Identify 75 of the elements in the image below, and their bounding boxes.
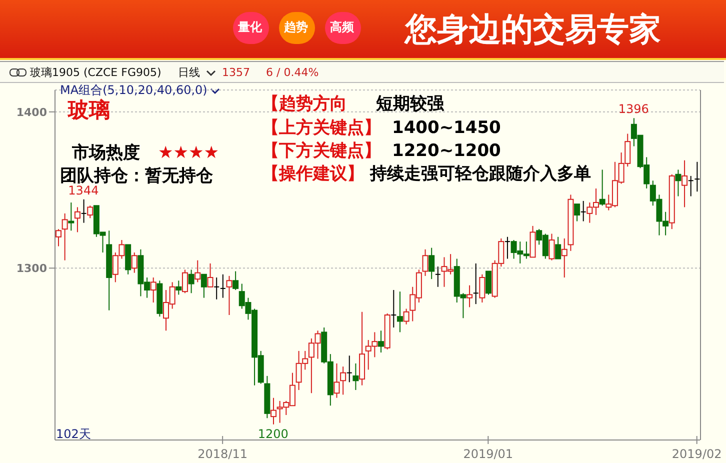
- text: 日线: [178, 66, 200, 80]
- text: 高频: [330, 20, 354, 34]
- candlestick: [150, 277, 156, 303]
- candlestick: [352, 362, 359, 390]
- annotation: 1396: [618, 102, 649, 116]
- x-tick-label: 2018/11: [198, 447, 248, 461]
- annotation: MA组合(5,10,20,40,60,0): [60, 83, 208, 98]
- candlestick: [555, 236, 562, 260]
- candlestick: [428, 247, 435, 280]
- candlestick: [599, 169, 606, 206]
- candlestick: [62, 212, 68, 261]
- candlestick: [200, 274, 207, 298]
- candlestick: [486, 270, 492, 296]
- candlestick: [340, 366, 346, 396]
- candlestick: [56, 228, 62, 247]
- annotation: 1344: [68, 183, 99, 198]
- candlestick: [675, 169, 682, 197]
- candlestick: [68, 202, 74, 232]
- annotation: 1220~1200: [392, 141, 501, 162]
- x-tick-label: 2019/01: [463, 447, 514, 461]
- chart-title: 玻璃: [68, 97, 110, 124]
- candlestick: [688, 175, 694, 197]
- candlestick: [422, 248, 428, 276]
- y-tick-label: 1400: [16, 106, 48, 119]
- candlestick: [87, 205, 94, 219]
- candlestick: [194, 260, 201, 283]
- text: 趋势: [284, 20, 308, 34]
- annotation: 【操作建议】: [262, 164, 364, 184]
- candlestick: [207, 262, 214, 288]
- annotation: 【上方关键点】: [262, 118, 381, 138]
- annotation: 1200: [258, 426, 288, 441]
- annotation: 短期较强: [376, 94, 444, 114]
- candlestick: [580, 200, 586, 222]
- candlestick: [270, 397, 276, 425]
- text: 6 / 0.44%: [266, 66, 319, 80]
- candlestick: [214, 277, 220, 300]
- candlestick: [390, 290, 397, 328]
- candlestick: [504, 236, 510, 260]
- annotation: 1400~1450: [392, 118, 501, 138]
- annotation: 市场热度: [72, 143, 140, 164]
- annotation: 102天: [56, 427, 91, 442]
- candlestick: [232, 270, 239, 290]
- annotation: 团队持仓：暂无持仓: [60, 166, 213, 186]
- annotation: 持续走强可轻仓跟随介入多单: [370, 164, 591, 184]
- candlestick: [176, 280, 182, 296]
- y-tick-label: 1300: [16, 262, 48, 276]
- candlestick: [378, 330, 384, 353]
- candlestick: [396, 291, 403, 333]
- candlestick: [561, 238, 568, 278]
- candlestick: [574, 204, 580, 222]
- candlestick: [74, 206, 80, 233]
- candlestick: [131, 252, 138, 274]
- annotation: ★★★★: [158, 143, 219, 164]
- candlestick: [548, 233, 555, 261]
- candlestick: [334, 362, 340, 398]
- candlestick: [434, 266, 441, 288]
- text: 玻璃1905 (CZCE FG905): [30, 66, 162, 80]
- annotation: 【趋势方向: [262, 94, 347, 114]
- text: 1357: [222, 66, 250, 80]
- candlestick: [80, 198, 87, 224]
- candlestick: [188, 269, 194, 294]
- candlestick: [472, 262, 479, 305]
- candlestick: [403, 308, 410, 325]
- candlestick: [466, 284, 473, 308]
- candlestick: [479, 274, 486, 303]
- candlestick: [182, 269, 188, 294]
- candlestick: [682, 160, 688, 208]
- annotation: 【下方关键点】: [262, 141, 381, 162]
- candlestick: [346, 355, 352, 383]
- candlestick: [694, 161, 700, 192]
- candlestick: [220, 274, 226, 298]
- text: 量化: [238, 20, 262, 34]
- x-tick-label: 2019/02: [672, 447, 722, 461]
- candlestick: [226, 275, 232, 316]
- text: 您身边的交易专家: [405, 10, 661, 48]
